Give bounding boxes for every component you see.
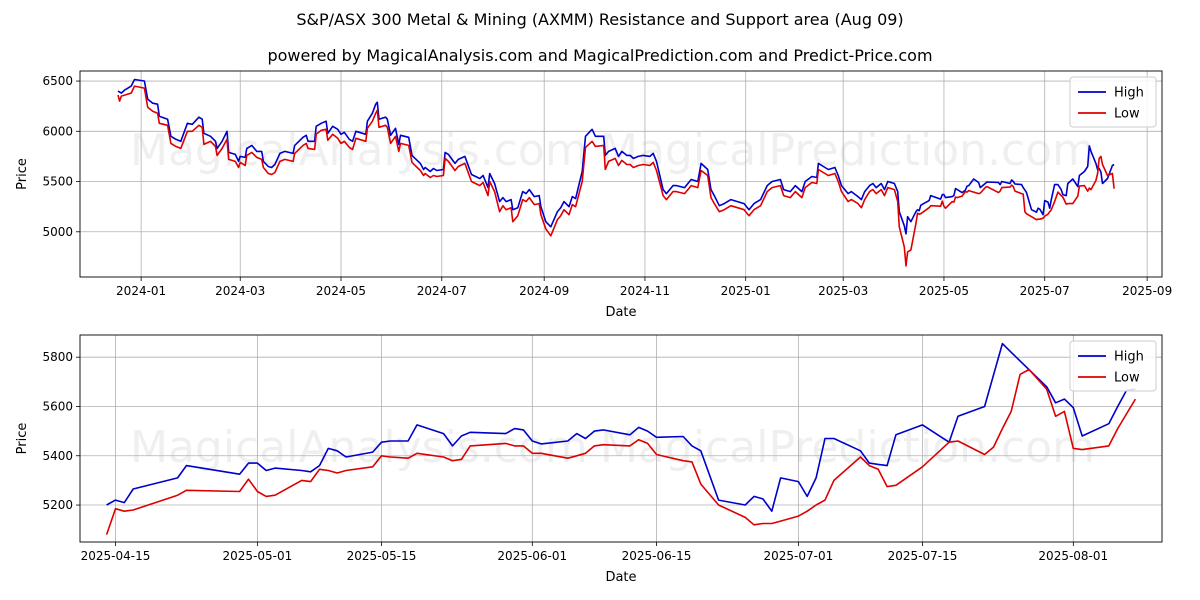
legend: High Low: [1069, 76, 1157, 128]
chart-panel-2: MagicalAnalysis.com MagicalPrediction.com…: [15, 334, 1163, 585]
chart-panel-1: MagicalAnalysis.com MagicalPrediction.com…: [15, 70, 1172, 320]
watermark-text: MagicalPrediction.com: [600, 422, 1095, 473]
plot-area-frame: [79, 70, 1163, 278]
y-tick-label: 5200: [42, 498, 73, 512]
watermark-text: MagicalAnalysis.com: [130, 125, 588, 176]
x-tick-label: 2024-03: [215, 284, 265, 298]
y-tick-label: 5000: [42, 225, 73, 239]
x-tick-label: 2025-08-01: [1038, 549, 1108, 563]
x-tick-label: 2024-01: [116, 284, 166, 298]
x-axis-label: Date: [605, 305, 636, 320]
x-tick-label: 2024-11: [620, 284, 670, 298]
x-tick-label: 2024-09: [519, 284, 569, 298]
x-tick-label: 2025-05: [919, 284, 969, 298]
chart-subtitle: powered by MagicalAnalysis.com and Magic…: [267, 46, 933, 65]
x-tick-label: 2024-07: [417, 284, 467, 298]
y-tick-label: 5800: [42, 350, 73, 364]
x-tick-label: 2025-06-15: [622, 549, 692, 563]
y-tick-label: 6500: [42, 74, 73, 88]
x-tick-label: 2025-07-01: [764, 549, 834, 563]
legend-label-high: High: [1114, 350, 1144, 365]
x-tick-label: 2025-05-01: [223, 549, 293, 563]
x-tick-label: 2025-09: [1122, 284, 1172, 298]
y-tick-label: 5600: [42, 399, 73, 413]
x-tick-label: 2024-05: [316, 284, 366, 298]
watermark-text: MagicalPrediction.com: [600, 125, 1095, 176]
x-tick-label: 2025-03: [818, 284, 868, 298]
y-axis-label: Price: [15, 158, 30, 190]
series-line-high: [117, 78, 1115, 235]
legend-label-low: Low: [1114, 107, 1140, 122]
x-tick-label: 2025-06-01: [497, 549, 567, 563]
series-line-high: [106, 342, 1136, 513]
legend-box: [1069, 340, 1157, 392]
chart-title: S&P/ASX 300 Metal & Mining (AXMM) Resist…: [296, 10, 904, 29]
y-tick-label: 5400: [42, 449, 73, 463]
x-tick-label: 2025-07-15: [888, 549, 958, 563]
series-line-low: [105, 368, 1137, 535]
plot-area-frame: [79, 334, 1163, 543]
legend-box: [1069, 76, 1157, 128]
x-tick-label: 2025-07: [1020, 284, 1070, 298]
x-axis-label: Date: [605, 570, 636, 585]
y-tick-label: 5500: [42, 175, 73, 189]
legend-label-high: High: [1114, 86, 1144, 101]
series-line-low: [117, 85, 1115, 267]
x-tick-label: 2025-05-15: [347, 549, 417, 563]
legend: High Low: [1069, 340, 1157, 392]
legend-label-low: Low: [1114, 371, 1140, 386]
x-tick-label: 2025-01: [721, 284, 771, 298]
y-tick-label: 6000: [42, 124, 73, 138]
x-tick-label: 2025-04-15: [81, 549, 151, 563]
y-axis-label: Price: [15, 423, 30, 455]
